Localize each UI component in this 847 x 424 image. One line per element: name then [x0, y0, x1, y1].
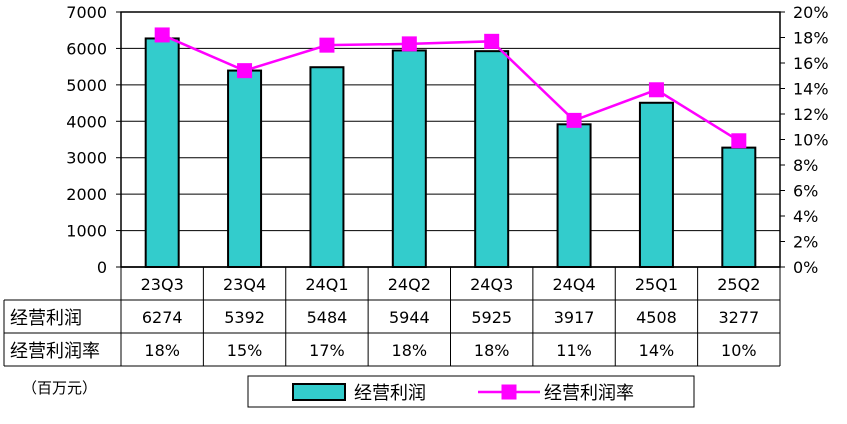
data-label: 4508	[636, 308, 677, 327]
x-tick-label: 23Q4	[223, 275, 266, 294]
bar-operating-profit	[227, 69, 263, 268]
y-right-tick-label: 18%	[793, 29, 829, 48]
bar-operating-profit	[309, 66, 345, 269]
legend-swatch-bar	[292, 383, 346, 401]
y-right-tick-label: 2%	[793, 233, 818, 252]
y-right-tick-label: 10%	[793, 131, 829, 150]
y-left-tick-label: 3000	[66, 149, 107, 168]
data-label: 18%	[474, 341, 510, 360]
y-left-tick-label: 0	[97, 258, 107, 277]
data-label: 17%	[309, 341, 345, 360]
data-label: 5925	[471, 308, 512, 327]
bar-operating-profit	[721, 146, 757, 268]
bar-operating-profit	[474, 50, 510, 268]
x-tick-label: 24Q1	[305, 275, 348, 294]
data-label: 5944	[389, 308, 430, 327]
plot-frame	[120, 11, 781, 268]
data-label: 15%	[227, 341, 263, 360]
legend-label-line: 经营利润率	[544, 383, 634, 404]
point-operating-margin	[731, 133, 747, 149]
y-left-tick-label: 2000	[66, 185, 107, 204]
data-label: 14%	[639, 341, 675, 360]
x-tick-label: 24Q4	[552, 275, 595, 294]
y-left-tick-label: 6000	[66, 39, 107, 58]
data-label: 6274	[142, 308, 183, 327]
y-left-tick-label: 4000	[66, 112, 107, 131]
point-operating-margin	[154, 27, 170, 43]
data-label: 18%	[392, 341, 428, 360]
point-operating-margin	[484, 33, 500, 49]
y-left-tick-label: 7000	[66, 3, 107, 22]
point-operating-margin	[237, 63, 253, 79]
bar-operating-profit	[556, 123, 592, 269]
point-operating-margin	[401, 36, 417, 52]
x-tick-label: 25Q1	[635, 275, 678, 294]
data-label: 5484	[307, 308, 348, 327]
bar-operating-profit	[638, 101, 674, 268]
table-row-header: 经营利润率	[10, 341, 100, 362]
y-right-tick-label: 12%	[793, 105, 829, 124]
y-right-tick-label: 14%	[793, 80, 829, 99]
data-label: 3917	[554, 308, 595, 327]
x-tick-label: 23Q3	[141, 275, 184, 294]
y-right-tick-label: 6%	[793, 182, 818, 201]
data-label: 3277	[718, 308, 759, 327]
data-label: 11%	[556, 341, 592, 360]
line-operating-margin	[161, 33, 740, 142]
x-tick-label: 25Q2	[717, 275, 760, 294]
legend-label-bar: 经营利润	[354, 383, 426, 404]
data-label: 5392	[224, 308, 265, 327]
legend-box	[247, 375, 695, 408]
point-operating-margin	[319, 37, 335, 53]
y-left-tick-label: 5000	[66, 76, 107, 95]
y-right-tick-label: 8%	[793, 156, 818, 175]
table-row-header: 经营利润	[10, 308, 82, 329]
data-label: 10%	[721, 341, 757, 360]
y-right-tick-label: 16%	[793, 54, 829, 73]
y-right-tick-label: 20%	[793, 3, 829, 22]
y-right-tick-label: 0%	[793, 258, 818, 277]
x-tick-label: 24Q3	[470, 275, 513, 294]
x-tick-label: 24Q2	[388, 275, 431, 294]
data-label: 18%	[144, 341, 180, 360]
y-right-tick-label: 4%	[793, 207, 818, 226]
bar-operating-profit	[391, 49, 427, 269]
unit-label: （百万元）	[22, 379, 97, 397]
point-operating-margin	[648, 82, 664, 98]
y-left-tick-label: 1000	[66, 222, 107, 241]
bar-operating-profit	[144, 37, 180, 268]
legend-swatch-marker	[501, 384, 517, 400]
point-operating-margin	[566, 112, 582, 128]
